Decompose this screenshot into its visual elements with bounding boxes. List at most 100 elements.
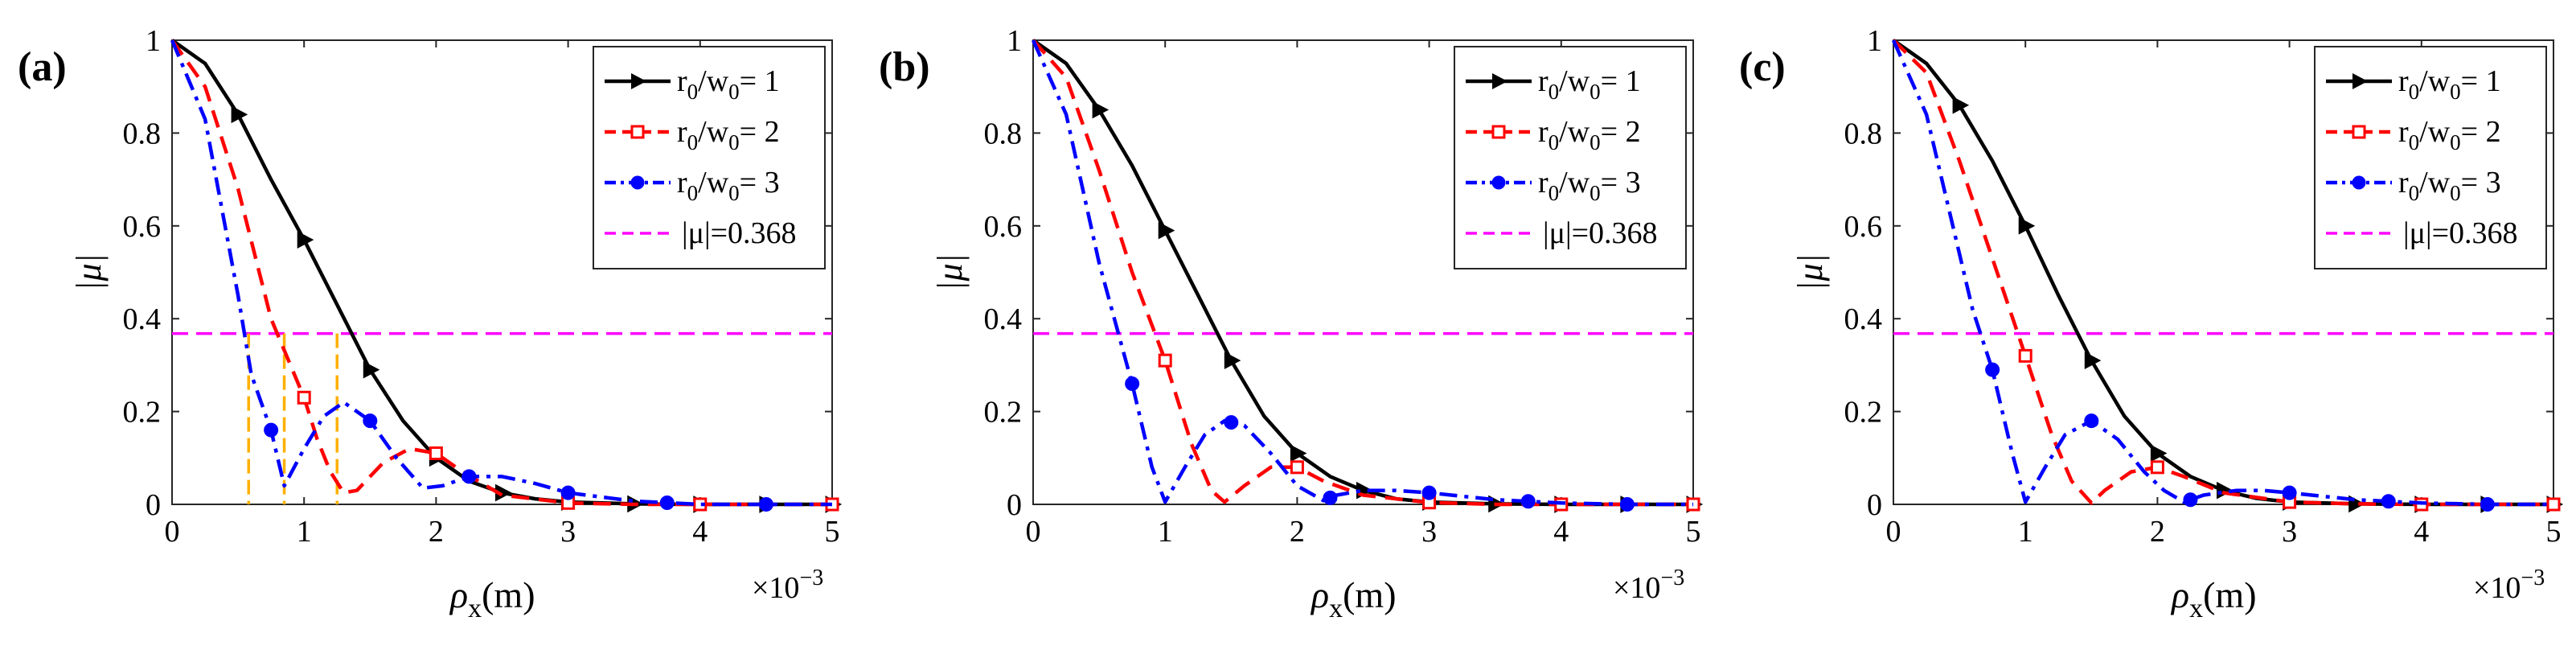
legend-marker-circle [1491,175,1506,190]
x-tick-label: 3 [1421,515,1437,549]
data-point-circle [2480,497,2495,512]
y-tick-label: 0.8 [984,117,1023,150]
y-tick-label: 0.8 [1844,117,1883,150]
data-point-square [297,390,311,405]
legend-marker-square [630,125,645,139]
y-tick-label: 0.2 [984,396,1023,430]
data-point-circle [1224,415,1239,430]
data-point-circle [758,497,773,512]
x-tick-label: 0 [1026,515,1041,549]
x-axis-label: ρx(m) [449,574,535,623]
x-axis-label: ρx(m) [2170,574,2257,623]
y-tick-label: 0.4 [984,302,1023,336]
data-point-circle [1421,485,1437,500]
legend-label-1: r0/w0= 1 [1538,64,1641,104]
data-point-triangle [2018,216,2036,235]
x-tick-label: 1 [297,515,312,549]
legend-marker-square [1491,125,1506,139]
series-line-3 [170,39,832,507]
legend-marker-circle [630,175,645,190]
x-tick-label: 5 [1686,515,1701,549]
chart-panel-0: 0 1 2 3 4 5 0 0.2 0.4 0.6 0.8 1 (a) |μ| ρx(m) ×10−3 r0/w… [18,24,843,623]
legend-label-threshold: |μ|=0.368 [1543,216,1658,250]
data-point-square [1158,353,1172,368]
y-tick-label: 1 [1007,24,1022,58]
data-point-circle [264,422,279,438]
x-multiplier: ×10−3 [2473,565,2545,605]
chart-panel-1: 0 1 2 3 4 5 0 0.2 0.4 0.6 0.8 1 (b) |μ| ρx(m) ×10−3 r0/w… [879,24,1704,623]
data-point-square [2018,348,2032,363]
chart-panel-2: 0 1 2 3 4 5 0 0.2 0.4 0.6 0.8 1 (c) |μ| ρx(m) ×10−3 r0/w… [1739,24,2564,623]
y-tick-label: 1 [146,24,161,58]
data-point-square [429,446,443,461]
data-point-triangle [231,105,248,124]
legend-label-1: r0/w0= 1 [677,64,780,104]
data-point-triangle [1290,444,1307,463]
axes-box [171,39,833,505]
data-point-triangle [297,231,314,249]
x-axis-label: ρx(m) [1310,574,1397,623]
y-tick-label: 0.6 [984,210,1023,244]
x-tick-label: 4 [2414,515,2429,549]
data-point-square [1290,460,1304,475]
panel-label: (c) [1739,44,1786,90]
data-point-square [693,497,708,512]
data-point-circle [560,485,576,500]
legend-label-2: r0/w0= 2 [677,115,780,154]
legend-label-2: r0/w0= 2 [2398,115,2501,154]
y-axis-label: |μ| [1790,253,1830,290]
x-multiplier: ×10−3 [752,565,823,605]
legend-marker-circle [2352,175,2366,190]
y-axis-label: |μ| [930,253,970,290]
data-point-circle [1323,490,1338,505]
data-point-circle [2084,413,2099,429]
y-axis-label: |μ| [69,253,109,290]
data-point-triangle [363,360,380,379]
data-point-circle [2282,485,2297,500]
y-tick-label: 0.4 [123,302,162,336]
series-line-3 [1031,39,1693,507]
axes-box [1032,39,1694,505]
series-line-2 [170,39,832,507]
legend-label-threshold: |μ|=0.368 [682,216,797,250]
y-tick-label: 0 [1007,488,1022,522]
legend-marker-square [2352,125,2366,139]
data-point-circle [2381,494,2396,509]
data-point-triangle [1158,221,1175,240]
axes-box [1893,39,2554,505]
series-line-2 [1892,39,2553,507]
x-tick-label: 2 [2150,515,2165,549]
x-multiplier: ×10−3 [1613,565,1684,605]
legend-label-3: r0/w0= 3 [2398,166,2501,205]
data-point-triangle [1952,96,1970,114]
data-point-square [2150,460,2164,475]
series-line-3 [1891,39,2553,507]
legend-marker-triangle [1492,73,1507,89]
data-point-triangle [1224,352,1241,369]
x-tick-label: 3 [2282,515,2297,549]
panel-label: (a) [18,44,67,90]
y-tick-label: 0.6 [123,210,162,244]
x-tick-label: 5 [2546,515,2562,549]
data-point-triangle [1092,101,1110,119]
data-point-circle [461,469,477,484]
x-tick-label: 2 [429,515,444,549]
x-tick-label: 0 [1886,515,1901,549]
legend-label-threshold: |μ|=0.368 [2403,216,2518,250]
x-tick-label: 0 [165,515,180,549]
legend-label-2: r0/w0= 2 [1538,115,1641,154]
data-point-circle [363,413,378,429]
data-point-circle [1985,362,2000,377]
legend-label-3: r0/w0= 3 [677,166,780,205]
y-tick-label: 0.4 [1844,302,1883,336]
data-point-circle [1619,497,1635,512]
y-tick-label: 1 [1867,24,1882,58]
y-tick-label: 0.8 [123,117,162,150]
y-tick-label: 0 [1867,488,1882,522]
legend-label-1: r0/w0= 1 [2398,64,2501,104]
data-point-square [2546,497,2561,512]
data-point-triangle [2150,444,2168,463]
legend-label-3: r0/w0= 3 [1538,166,1641,205]
legend-marker-triangle [2352,73,2368,89]
